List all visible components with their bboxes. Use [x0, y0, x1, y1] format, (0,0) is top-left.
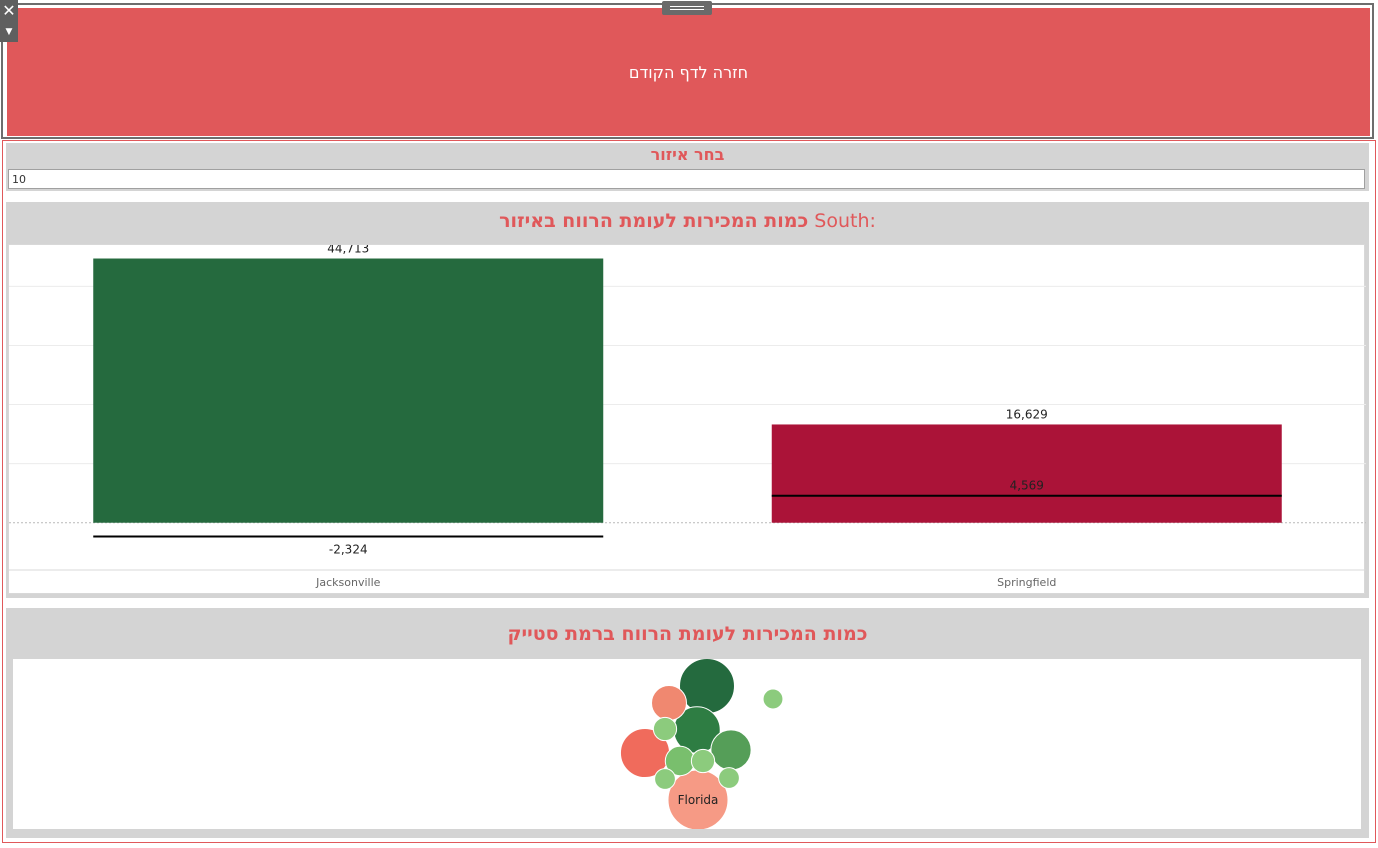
bubble[interactable]	[652, 716, 678, 742]
bar-chart-svg: 44,713 -2,324 Jacksonville 16,629 4,569 Sprin…	[9, 245, 1366, 589]
bar-springfield[interactable]	[771, 424, 1282, 523]
x-tick-label: Jacksonville	[315, 576, 381, 589]
drag-handle-icon[interactable]	[662, 1, 712, 15]
bar-chart-title: כמות המכירות לעומת הרווח באיזור South:	[6, 210, 1369, 232]
region-filter-title: בחר איזור	[650, 145, 725, 164]
dashboard-frame	[2, 140, 1376, 843]
bubble-label: Florida	[678, 793, 719, 807]
bubble-chart-svg: Florida	[619, 659, 784, 829]
floating-toolbar: ✕ ▼	[0, 0, 18, 42]
header-container: חזרה לדף הקודם	[1, 3, 1374, 139]
bubble-chart-title: כמות המכירות לעומת הרווח ברמת סטייק	[507, 623, 868, 645]
bar-chart-title-region: South:	[814, 210, 876, 232]
region-filter-input[interactable]	[8, 169, 1365, 189]
back-button[interactable]: חזרה לדף הקודם	[7, 8, 1370, 136]
reference-value-label: -2,324	[329, 542, 368, 556]
bubble[interactable]	[651, 685, 687, 721]
bubble[interactable]	[710, 729, 752, 771]
bar-value-label: 16,629	[1006, 407, 1048, 421]
bar-value-label: 44,713	[327, 245, 369, 256]
bubble[interactable]	[654, 768, 676, 790]
bubble-chart-panel: כמות המכירות לעומת הרווח ברמת סטייק Flor…	[6, 608, 1369, 838]
bubble[interactable]	[679, 659, 735, 714]
close-icon[interactable]: ✕	[2, 1, 16, 20]
bar-jacksonville[interactable]	[93, 258, 604, 523]
reference-value-label: 4,569	[1010, 479, 1044, 493]
bar-chart-plot: 44,713 -2,324 Jacksonville 16,629 4,569 Sprin…	[8, 244, 1366, 594]
region-filter: בחר איזור	[6, 143, 1369, 191]
bubble-chart-plot: Florida	[13, 659, 1361, 829]
bubble[interactable]	[762, 688, 784, 710]
caret-down-icon[interactable]: ▼	[5, 27, 13, 37]
bar-chart-panel: כמות המכירות לעומת הרווח באיזור South: 4…	[6, 202, 1369, 598]
bar-chart-title-text: כמות המכירות לעומת הרווח באיזור	[499, 210, 809, 232]
x-tick-label: Springfield	[997, 576, 1056, 589]
bubble[interactable]	[718, 767, 740, 789]
bubble[interactable]	[690, 748, 716, 774]
